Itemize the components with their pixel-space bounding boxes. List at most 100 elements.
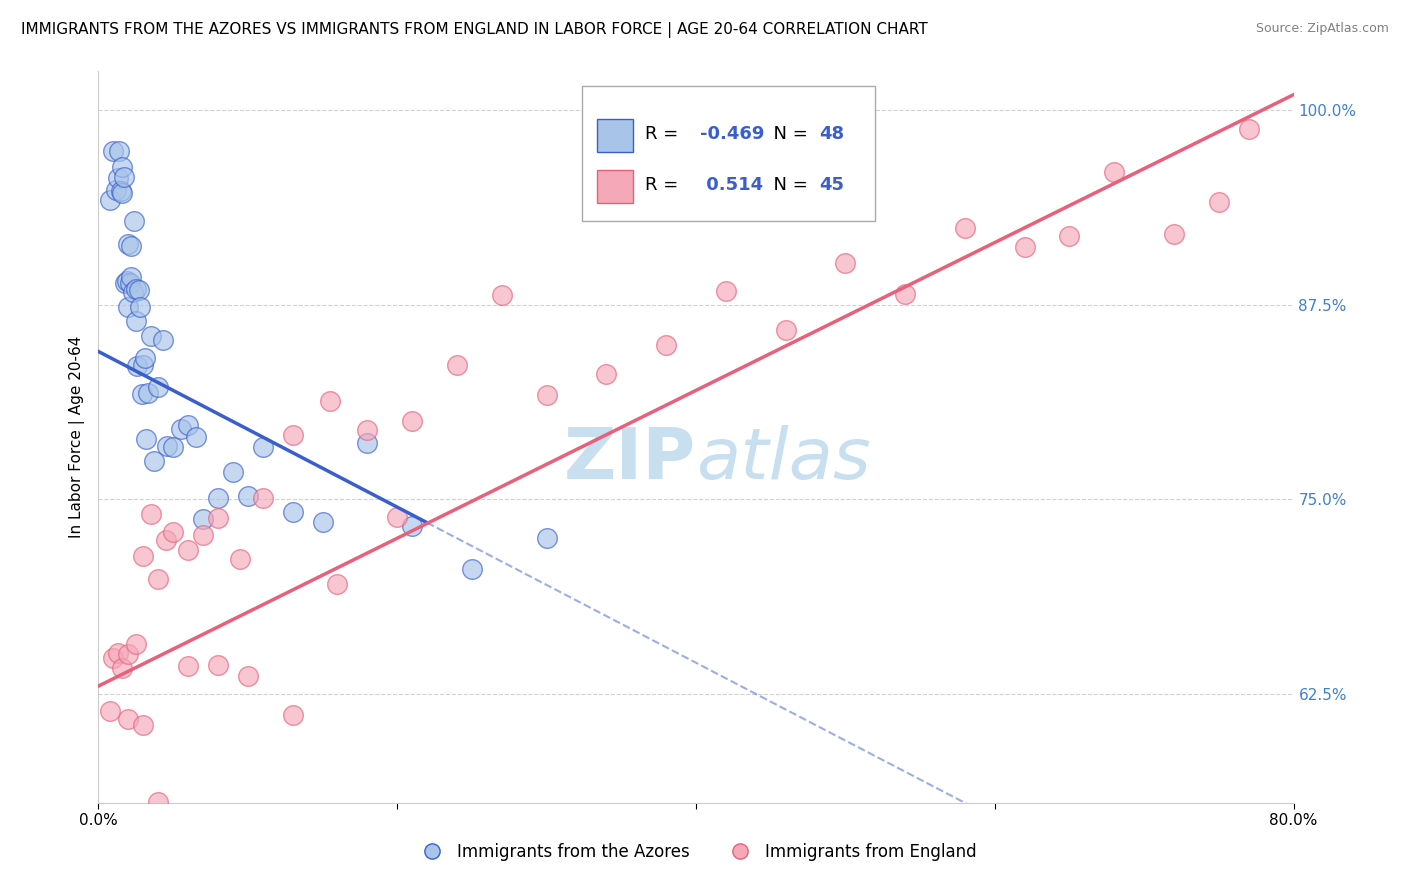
Point xyxy=(107,171,129,186)
Point xyxy=(124,214,146,228)
Point xyxy=(118,276,141,290)
Point xyxy=(132,358,155,372)
Point xyxy=(236,669,259,683)
Point xyxy=(127,359,149,374)
Point xyxy=(401,519,423,533)
Point xyxy=(139,329,162,343)
Point xyxy=(207,657,229,672)
Point xyxy=(155,533,177,547)
Point xyxy=(110,184,132,198)
Point xyxy=(134,351,156,365)
Point xyxy=(281,708,304,723)
Point xyxy=(103,651,125,665)
Y-axis label: In Labor Force | Age 20-64: In Labor Force | Age 20-64 xyxy=(69,336,84,538)
Point xyxy=(120,239,142,253)
Point xyxy=(132,549,155,563)
Point xyxy=(132,717,155,731)
FancyBboxPatch shape xyxy=(582,86,875,221)
Point xyxy=(184,430,207,444)
Point xyxy=(191,528,214,542)
Point xyxy=(491,288,513,302)
Point xyxy=(229,551,252,566)
Text: Source: ZipAtlas.com: Source: ZipAtlas.com xyxy=(1256,22,1389,36)
FancyBboxPatch shape xyxy=(596,119,633,152)
Point xyxy=(139,508,162,522)
Text: atlas: atlas xyxy=(696,425,870,493)
Point xyxy=(135,432,157,446)
Text: N =: N = xyxy=(762,176,813,194)
Point xyxy=(169,422,191,436)
Point xyxy=(108,145,131,159)
Point xyxy=(112,170,135,185)
Text: R =: R = xyxy=(644,176,683,194)
Point xyxy=(446,359,468,373)
Point xyxy=(125,637,148,651)
Point xyxy=(319,394,342,409)
Point xyxy=(207,491,229,505)
Point xyxy=(117,237,139,252)
Text: R =: R = xyxy=(644,125,683,143)
Point xyxy=(120,269,142,284)
Point xyxy=(117,712,139,726)
Point xyxy=(311,515,333,529)
Point xyxy=(111,661,134,675)
Point xyxy=(121,285,143,299)
Text: 0.514: 0.514 xyxy=(700,176,762,194)
Text: 48: 48 xyxy=(820,125,844,143)
FancyBboxPatch shape xyxy=(596,170,633,203)
Point xyxy=(385,509,409,524)
Point xyxy=(105,183,128,197)
Point xyxy=(117,300,139,314)
Point xyxy=(595,367,617,381)
Point xyxy=(252,440,274,454)
Point xyxy=(222,465,245,479)
Point xyxy=(536,388,558,402)
Point xyxy=(148,573,170,587)
Point xyxy=(326,576,349,591)
Text: N =: N = xyxy=(762,125,813,143)
Point xyxy=(1163,227,1185,242)
Point xyxy=(207,511,229,525)
Point xyxy=(177,543,200,558)
Point xyxy=(177,658,200,673)
Point xyxy=(953,221,976,235)
Point xyxy=(177,417,200,432)
Point xyxy=(461,561,484,575)
Point xyxy=(191,512,214,526)
Point xyxy=(156,439,179,453)
Point xyxy=(115,274,138,288)
Point xyxy=(128,283,150,297)
Point xyxy=(775,323,797,337)
Point xyxy=(834,256,856,270)
Point xyxy=(894,287,917,301)
Point xyxy=(252,491,274,505)
Point xyxy=(401,414,423,428)
Point xyxy=(103,144,125,158)
Point xyxy=(1059,228,1081,243)
Text: ZIP: ZIP xyxy=(564,425,696,493)
Point xyxy=(1237,121,1260,136)
Text: IMMIGRANTS FROM THE AZORES VS IMMIGRANTS FROM ENGLAND IN LABOR FORCE | AGE 20-64: IMMIGRANTS FROM THE AZORES VS IMMIGRANTS… xyxy=(21,22,928,38)
Point xyxy=(129,300,152,314)
Point xyxy=(131,386,153,401)
Point xyxy=(714,285,737,299)
Point xyxy=(111,160,134,174)
Point xyxy=(117,648,139,662)
Point xyxy=(281,505,304,519)
Point xyxy=(236,489,259,503)
Text: -0.469: -0.469 xyxy=(700,125,763,143)
Point xyxy=(152,333,174,347)
Point xyxy=(148,795,170,809)
Point xyxy=(107,646,129,660)
Point xyxy=(1208,195,1230,210)
Point xyxy=(536,532,558,546)
Legend: Immigrants from the Azores, Immigrants from England: Immigrants from the Azores, Immigrants f… xyxy=(409,837,983,868)
Point xyxy=(148,380,170,394)
Point xyxy=(281,428,304,442)
Point xyxy=(162,524,184,539)
Point xyxy=(1014,240,1036,254)
Point xyxy=(98,704,122,718)
Point xyxy=(1104,165,1126,179)
Point xyxy=(125,282,148,296)
Point xyxy=(162,440,184,454)
